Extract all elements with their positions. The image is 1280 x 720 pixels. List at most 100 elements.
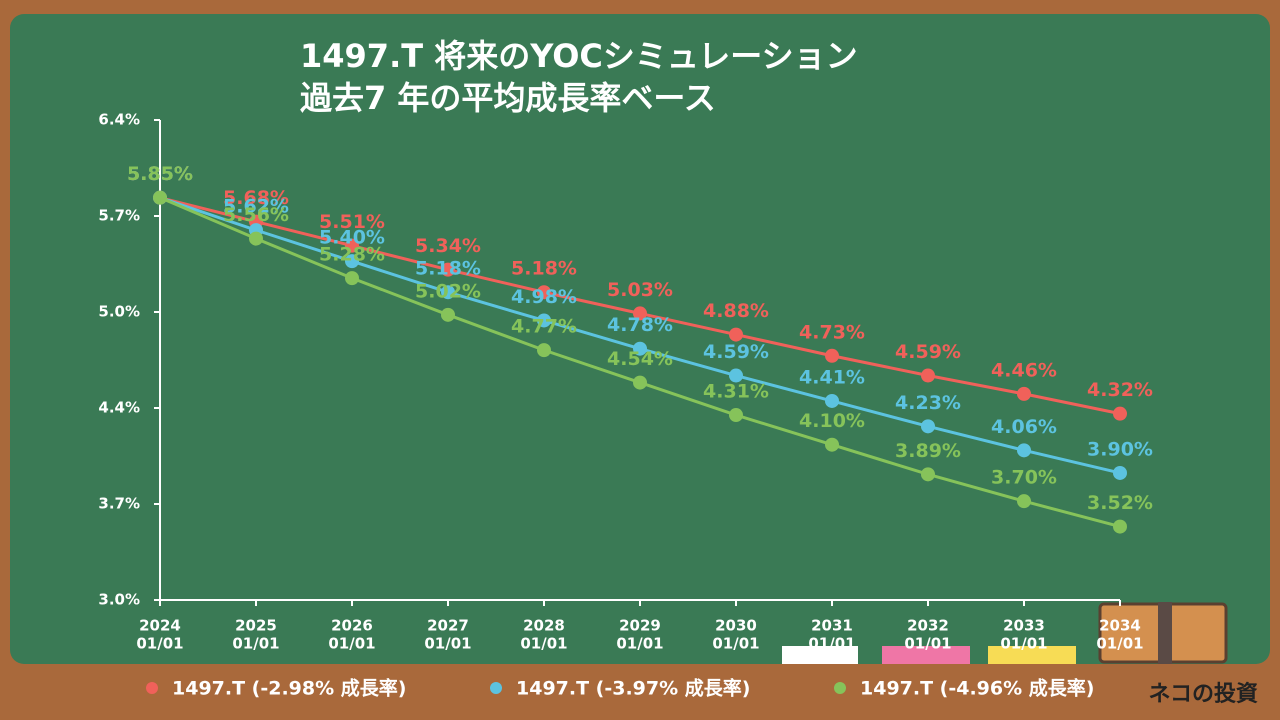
plot: 3.0%3.7%4.4%5.0%5.7%6.4%202401/01202501/… bbox=[98, 111, 1153, 653]
data-label: 4.31% bbox=[703, 381, 769, 403]
point bbox=[729, 327, 743, 342]
x-tick-label: 2034 bbox=[1099, 617, 1141, 635]
data-label: 5.62% bbox=[223, 196, 289, 218]
data-label: 5.85% bbox=[127, 163, 193, 185]
data-label: 4.32% bbox=[1087, 379, 1153, 401]
point bbox=[1017, 443, 1031, 458]
data-label: 5.34% bbox=[415, 235, 481, 257]
point bbox=[441, 262, 455, 277]
data-label: 4.88% bbox=[703, 300, 769, 322]
point bbox=[825, 348, 839, 363]
x-tick-label: 01/01 bbox=[1096, 635, 1143, 653]
data-label: 4.06% bbox=[991, 416, 1057, 438]
legend-item: 1497.T (-3.97% 成長率) bbox=[490, 677, 750, 700]
point bbox=[537, 343, 551, 358]
data-label: 5.18% bbox=[511, 258, 577, 280]
x-tick-label: 2025 bbox=[235, 617, 277, 635]
chart-title: 1497.T 将来のYOCシミュレーション bbox=[300, 37, 858, 75]
point bbox=[249, 231, 263, 246]
eraser-band bbox=[1158, 602, 1172, 664]
x-tick-label: 01/01 bbox=[712, 635, 759, 653]
point bbox=[921, 368, 935, 383]
x-tick-label: 01/01 bbox=[136, 635, 183, 653]
point bbox=[633, 341, 647, 356]
point bbox=[729, 408, 743, 423]
data-label: 5.28% bbox=[319, 244, 385, 266]
point bbox=[537, 285, 551, 300]
data-label: 5.02% bbox=[415, 280, 481, 302]
x-tick-label: 01/01 bbox=[424, 635, 471, 653]
legend-label: 1497.T (-4.96% 成長率) bbox=[860, 677, 1094, 700]
data-label: 4.59% bbox=[895, 341, 961, 363]
chalk bbox=[988, 646, 1076, 664]
x-tick-label: 2030 bbox=[715, 617, 757, 635]
x-tick-label: 2024 bbox=[139, 617, 181, 635]
legend-item: 1497.T (-4.96% 成長率) bbox=[834, 677, 1094, 700]
point bbox=[153, 190, 167, 205]
x-tick-label: 2031 bbox=[811, 617, 853, 635]
chalk bbox=[782, 646, 858, 664]
data-label: 4.73% bbox=[799, 321, 865, 343]
data-label: 5.40% bbox=[319, 227, 385, 249]
data-label: 4.10% bbox=[799, 410, 865, 432]
x-tick-label: 2026 bbox=[331, 617, 373, 635]
point bbox=[633, 375, 647, 390]
legend-marker bbox=[834, 682, 846, 694]
legend-label: 1497.T (-3.97% 成長率) bbox=[516, 677, 750, 700]
data-label: 4.78% bbox=[607, 314, 673, 336]
point bbox=[345, 271, 359, 286]
x-tick-label: 2029 bbox=[619, 617, 661, 635]
point bbox=[1017, 386, 1031, 401]
data-label: 5.18% bbox=[415, 258, 481, 280]
logo: ネコの投資 bbox=[1148, 681, 1258, 707]
chalk bbox=[882, 646, 970, 664]
data-label: 4.77% bbox=[511, 316, 577, 338]
data-label: 4.23% bbox=[895, 392, 961, 414]
data-label: 3.52% bbox=[1087, 492, 1153, 514]
data-label: 3.70% bbox=[991, 467, 1057, 489]
x-tick-label: 01/01 bbox=[616, 635, 663, 653]
legend-label: 1497.T (-2.98% 成長率) bbox=[172, 677, 406, 700]
y-tick-label: 6.4% bbox=[98, 111, 140, 129]
y-tick-label: 3.0% bbox=[98, 591, 140, 609]
x-tick-label: 2032 bbox=[907, 617, 949, 635]
legend-marker bbox=[146, 682, 158, 694]
y-tick-label: 5.7% bbox=[98, 207, 140, 225]
point bbox=[441, 307, 455, 322]
x-tick-label: 01/01 bbox=[520, 635, 567, 653]
chart-subtitle: 過去7 年の平均成長率ベース bbox=[300, 79, 716, 117]
point bbox=[441, 285, 455, 300]
data-label: 4.41% bbox=[799, 366, 865, 388]
point bbox=[633, 306, 647, 321]
y-tick-label: 4.4% bbox=[98, 399, 140, 417]
x-tick-label: 2033 bbox=[1003, 617, 1045, 635]
x-tick-label: 01/01 bbox=[904, 635, 951, 653]
x-tick-label: 01/01 bbox=[808, 635, 855, 653]
data-label: 5.85% bbox=[127, 163, 193, 185]
data-label: 4.54% bbox=[607, 348, 673, 370]
data-label: 4.98% bbox=[511, 286, 577, 308]
point bbox=[921, 419, 935, 434]
point bbox=[729, 368, 743, 383]
y-tick-label: 3.7% bbox=[98, 495, 140, 513]
point bbox=[1113, 406, 1127, 421]
x-tick-label: 01/01 bbox=[1000, 635, 1047, 653]
point bbox=[1017, 494, 1031, 509]
x-tick-label: 2027 bbox=[427, 617, 469, 635]
data-label: 3.89% bbox=[895, 440, 961, 462]
data-label: 5.85% bbox=[127, 163, 193, 185]
data-label: 4.46% bbox=[991, 359, 1057, 381]
legend-item: 1497.T (-2.98% 成長率) bbox=[146, 677, 406, 700]
x-tick-label: 01/01 bbox=[328, 635, 375, 653]
point bbox=[345, 238, 359, 253]
data-label: 3.90% bbox=[1087, 438, 1153, 460]
point bbox=[1113, 465, 1127, 480]
point bbox=[345, 254, 359, 269]
point bbox=[1113, 519, 1127, 534]
data-label: 5.68% bbox=[223, 187, 289, 209]
data-label: 5.03% bbox=[607, 279, 673, 301]
y-tick-label: 5.0% bbox=[98, 303, 140, 321]
point bbox=[825, 437, 839, 452]
